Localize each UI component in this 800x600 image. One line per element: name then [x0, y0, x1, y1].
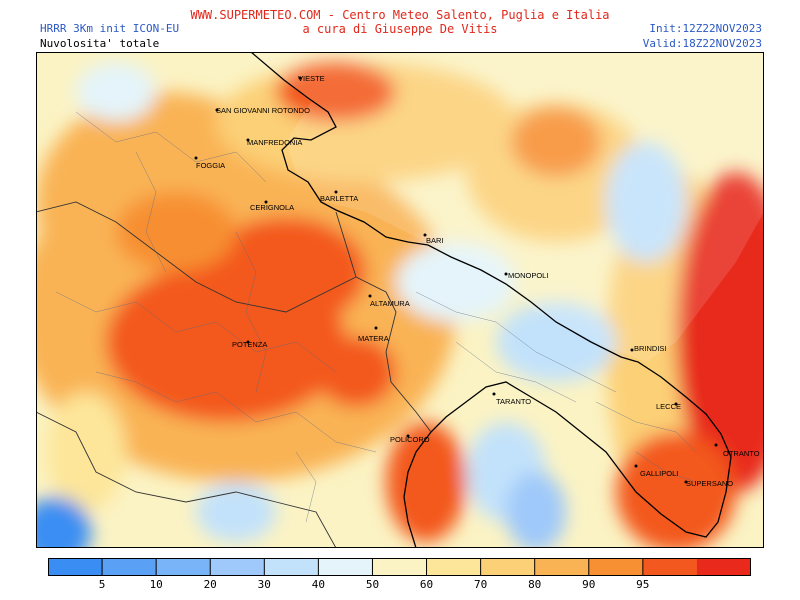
svg-text:MANFREDONIA: MANFREDONIA	[247, 138, 302, 147]
city-bari: BARI	[423, 233, 444, 245]
svg-text:BRINDISI: BRINDISI	[634, 344, 667, 353]
legend-cell	[264, 558, 319, 576]
svg-text:CERIGNOLA: CERIGNOLA	[250, 203, 294, 212]
city-matera: MATERA	[358, 326, 389, 343]
city-foggia: FOGGIA	[194, 156, 225, 170]
parameter-label: Nuvolosita' totale	[40, 37, 160, 50]
legend-tick-label: 60	[419, 578, 434, 591]
legend-cell	[696, 558, 751, 576]
legend-cell	[480, 558, 536, 576]
city-otranto: OTRANTO	[714, 443, 760, 458]
legend-cell	[210, 558, 265, 576]
svg-text:POTENZA: POTENZA	[232, 340, 267, 349]
legend-cell	[426, 558, 482, 576]
svg-text:SAN GIOVANNI ROTONDO: SAN GIOVANNI ROTONDO	[216, 106, 310, 115]
map-subtitle: a cura di Giuseppe De Vitis	[302, 22, 498, 36]
map-title: WWW.SUPERMETEO.COM - Centro Meteo Salent…	[190, 8, 610, 22]
legend-tick-label: 95	[636, 578, 650, 591]
city-altamura: ALTAMURA	[368, 294, 410, 308]
svg-text:POLICORO: POLICORO	[390, 435, 430, 444]
city-brindisi: BRINDISI	[630, 344, 667, 353]
city-manfredonia: MANFREDONIA	[246, 138, 302, 147]
legend-cell	[642, 558, 698, 576]
city-cerignola: CERIGNOLA	[250, 200, 294, 212]
svg-text:GALLIPOLI: GALLIPOLI	[640, 469, 678, 478]
city-supersano: SUPERSANO	[684, 479, 733, 488]
legend-cell	[588, 558, 644, 576]
svg-text:ALTAMURA: ALTAMURA	[370, 299, 410, 308]
legend-cell	[102, 558, 157, 576]
cloud-cover-map: VIESTE SAN GIOVANNI ROTONDO MANFREDONIA …	[36, 52, 764, 548]
svg-text:SUPERSANO: SUPERSANO	[686, 479, 733, 488]
init-time: Init:12Z22NOV2023	[649, 22, 762, 35]
city-potenza: POTENZA	[232, 340, 267, 349]
svg-text:BARLETTA: BARLETTA	[320, 194, 358, 203]
legend-cell	[318, 558, 373, 576]
svg-text:MATERA: MATERA	[358, 334, 389, 343]
legend-tick-label: 40	[311, 578, 326, 591]
svg-text:FOGGIA: FOGGIA	[196, 161, 225, 170]
cloud-field	[36, 62, 764, 548]
legend-tick-label: 20	[203, 578, 217, 591]
svg-text:VIESTE: VIESTE	[298, 74, 325, 83]
svg-text:OTRANTO: OTRANTO	[723, 449, 760, 458]
legend-tick-label: 10	[149, 578, 163, 591]
legend-labels: 5 10 20 30 40 50 60 70 80 90 95	[0, 578, 800, 592]
city-vieste: VIESTE	[298, 74, 325, 83]
adriatic-sea	[246, 52, 764, 362]
legend-tick-label: 5	[98, 578, 106, 591]
city-policoro: POLICORO	[390, 434, 430, 444]
legend-tick-label: 90	[582, 578, 596, 591]
legend-cell	[156, 558, 211, 576]
svg-text:TARANTO: TARANTO	[496, 397, 531, 406]
svg-text:LECCE: LECCE	[656, 402, 681, 411]
legend-tick-label: 70	[473, 578, 488, 591]
city-san-giovanni-rotondo: SAN GIOVANNI ROTONDO	[215, 106, 310, 115]
legend-tick-label: 30	[257, 578, 271, 591]
city-taranto: TARANTO	[492, 392, 531, 406]
svg-text:MONOPOLI: MONOPOLI	[508, 271, 548, 280]
city-labels: VIESTE SAN GIOVANNI ROTONDO MANFREDONIA …	[194, 74, 760, 488]
city-barletta: BARLETTA	[320, 190, 358, 203]
city-monopoli: MONOPOLI	[504, 271, 548, 280]
city-lecce: LECCE	[656, 402, 681, 411]
legend-tick-label: 50	[365, 578, 380, 591]
svg-text:BARI: BARI	[426, 236, 444, 245]
legend-cell	[372, 558, 428, 576]
city-gallipoli: GALLIPOLI	[634, 464, 678, 478]
legend-cell	[48, 558, 103, 576]
province-borders	[55, 111, 697, 523]
legend-tick-label: 80	[528, 578, 542, 591]
coastline	[250, 52, 732, 548]
map-frame	[36, 52, 764, 548]
region-borders	[36, 201, 432, 548]
model-info: HRRR 3Km init ICON-EU	[40, 22, 180, 35]
valid-time: Valid:18Z22NOV2023	[642, 37, 762, 50]
legend-cell	[534, 558, 590, 576]
color-legend	[48, 558, 751, 576]
